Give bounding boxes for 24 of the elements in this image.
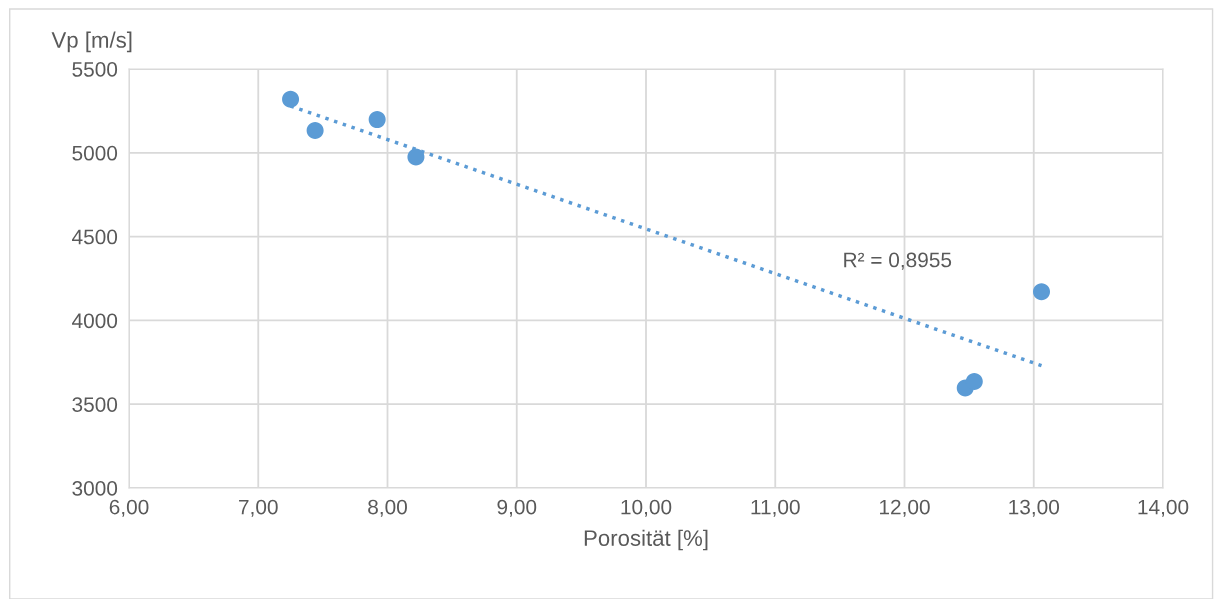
x-tick-label: 7,00 [239,499,278,517]
point [965,372,983,390]
point [306,122,324,140]
point [1033,283,1051,301]
y-tick-label: 5000 [72,145,118,161]
x-tick-label: 8,00 [368,499,407,517]
x-tick-label: 14,00 [1138,499,1189,517]
y-tick-label: 3000 [72,481,118,496]
y-tick-label: 5500 [72,62,118,77]
annotation: R² = 0,8955 [844,252,952,270]
y-tick-label: 3500 [72,397,118,412]
x-tick-label: 9,00 [497,499,537,517]
y-axis-title: Vp [m/s] [51,31,132,53]
x-tick-label: 11,00 [751,499,800,517]
y-tick-label: 4500 [72,229,118,245]
point [368,111,386,129]
point [407,148,425,166]
x-axis-title: Porosität [%] [584,529,708,551]
x-tick-label: 13,00 [1009,499,1059,517]
x-tick-label: 6,00 [109,499,149,517]
point [282,90,300,108]
x-tick-label: 12,00 [880,499,930,517]
y-tick-label: 4000 [72,313,118,329]
x-tick-label: 10,00 [621,499,672,517]
